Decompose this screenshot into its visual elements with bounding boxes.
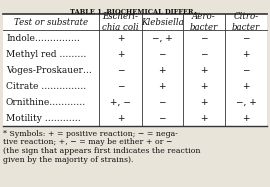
Text: Test or substrate: Test or substrate [14, 18, 88, 27]
Text: −: − [200, 50, 207, 59]
Text: Citrate ……………: Citrate …………… [6, 82, 86, 91]
Text: TABLE 1. BIOCHEMICAL DIFFER...: TABLE 1. BIOCHEMICAL DIFFER... [70, 8, 200, 16]
Text: +: + [158, 65, 166, 74]
Text: +: + [117, 33, 124, 42]
Text: −: − [200, 33, 207, 42]
Text: −: − [242, 65, 250, 74]
Text: +: + [158, 82, 166, 91]
Text: Ornithine…………: Ornithine………… [6, 97, 86, 107]
Text: given by the majority of strains).: given by the majority of strains). [3, 156, 133, 163]
Text: Methyl red ………: Methyl red ……… [6, 50, 86, 59]
Text: −: − [158, 114, 166, 122]
Text: Citro-
bacter: Citro- bacter [232, 12, 260, 32]
Bar [3, 14, 267, 126]
Text: +: + [242, 82, 250, 91]
Text: +: + [242, 50, 250, 59]
Text: Klebsiella: Klebsiella [141, 18, 183, 27]
Text: +: + [200, 114, 207, 122]
Text: Voges-Proskauer…: Voges-Proskauer… [6, 65, 92, 74]
Text: −, +: −, + [152, 33, 173, 42]
Text: Motility …………: Motility ………… [6, 114, 81, 122]
Text: Aero-
bacter: Aero- bacter [190, 12, 218, 32]
Text: −: − [158, 50, 166, 59]
Text: * Symbols: + = positive reaction; − = nega-: * Symbols: + = positive reaction; − = ne… [3, 130, 178, 138]
Text: −: − [242, 33, 250, 42]
Text: (the sign that appears first indicates the reaction: (the sign that appears first indicates t… [3, 147, 201, 155]
Text: +: + [242, 114, 250, 122]
Text: −: − [158, 97, 166, 107]
Text: +: + [117, 50, 124, 59]
Text: −: − [117, 65, 124, 74]
Text: −, +: −, + [235, 97, 256, 107]
Text: +: + [200, 65, 207, 74]
Text: Escheri-
chia coli: Escheri- chia coli [102, 12, 139, 32]
Text: +: + [117, 114, 124, 122]
Text: −: − [117, 82, 124, 91]
Text: tive reaction; +, − = may be either + or −: tive reaction; +, − = may be either + or… [3, 139, 173, 146]
Text: +, −: +, − [110, 97, 131, 107]
Text: Indole……………: Indole…………… [6, 33, 80, 42]
Text: +: + [200, 82, 207, 91]
Text: +: + [200, 97, 207, 107]
